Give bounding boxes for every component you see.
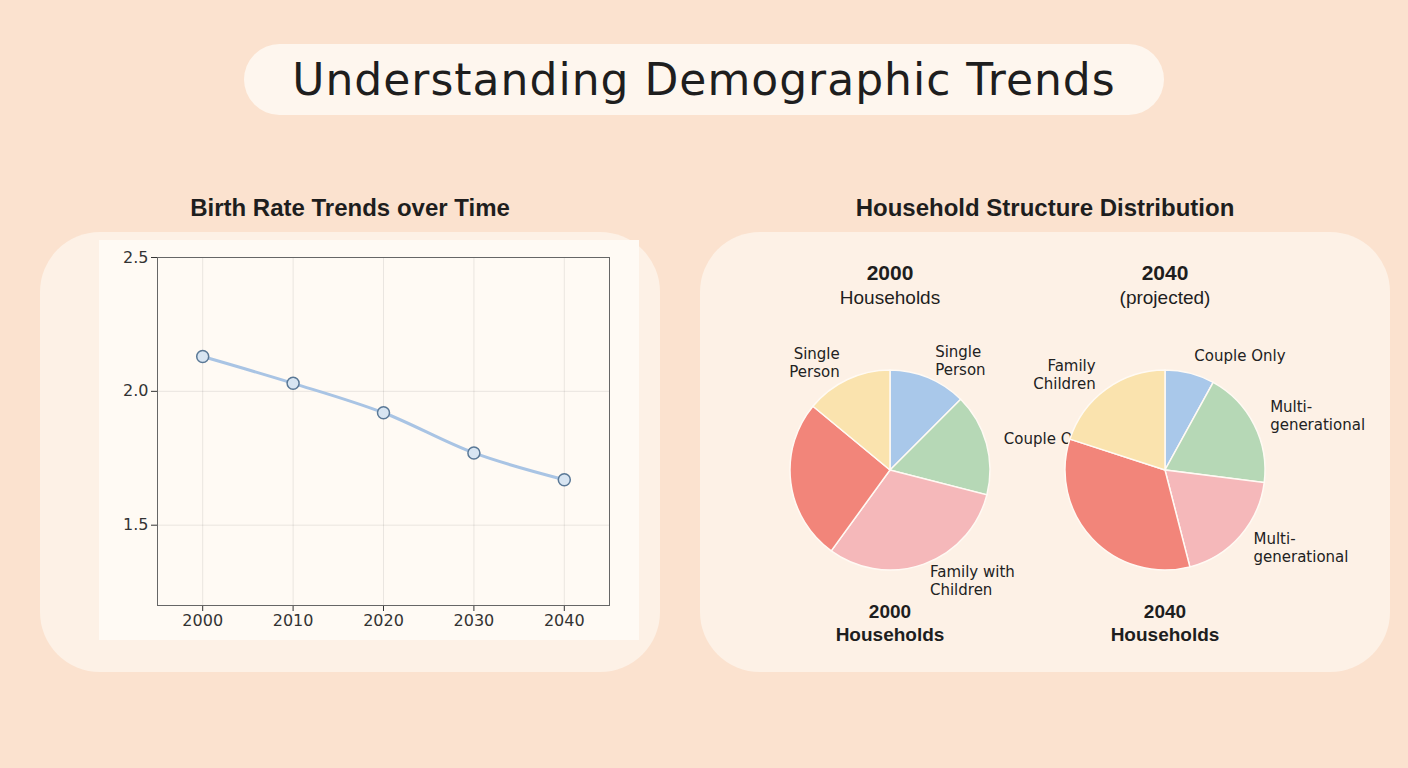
svg-text:SinglePerson: SinglePerson [789, 345, 839, 381]
svg-text:2010: 2010 [273, 611, 314, 630]
svg-text:2040Households: 2040Households [1111, 601, 1220, 645]
svg-text:Multi-generational: Multi-generational [1270, 398, 1365, 434]
svg-text:1.5: 1.5 [123, 515, 148, 534]
svg-text:Family withChildren: Family withChildren [930, 563, 1015, 599]
svg-text:SinglePerson: SinglePerson [935, 343, 985, 379]
svg-text:Couple Only: Couple Only [1194, 347, 1285, 365]
html-text:Household Structure Distributi: Household Structure Distribution [855, 194, 1235, 221]
svg-text:2040(projected): 2040(projected) [1120, 261, 1211, 308]
svg-text:2000Households: 2000Households [840, 261, 940, 308]
svg-text:2000: 2000 [182, 611, 223, 630]
html-text:Understanding Demographic Tren: Understanding Demographic Trends [292, 54, 1116, 105]
svg-text:2.0: 2.0 [123, 381, 148, 400]
svg-text:Multi-generational: Multi-generational [1254, 530, 1349, 566]
svg-text:2.5: 2.5 [123, 248, 148, 267]
html-text:Birth Rate Trends over Time: Birth Rate Trends over Time [190, 194, 510, 221]
svg-text:2030: 2030 [454, 611, 495, 630]
svg-text:Couple Only: Couple Only [1003, 429, 1095, 448]
svg-text:2000Households: 2000Households [836, 601, 945, 645]
svg-text:FamilyChildren: FamilyChildren [1033, 357, 1096, 393]
svg-text:2040: 2040 [544, 611, 585, 630]
svg-text:2020: 2020 [363, 611, 404, 630]
